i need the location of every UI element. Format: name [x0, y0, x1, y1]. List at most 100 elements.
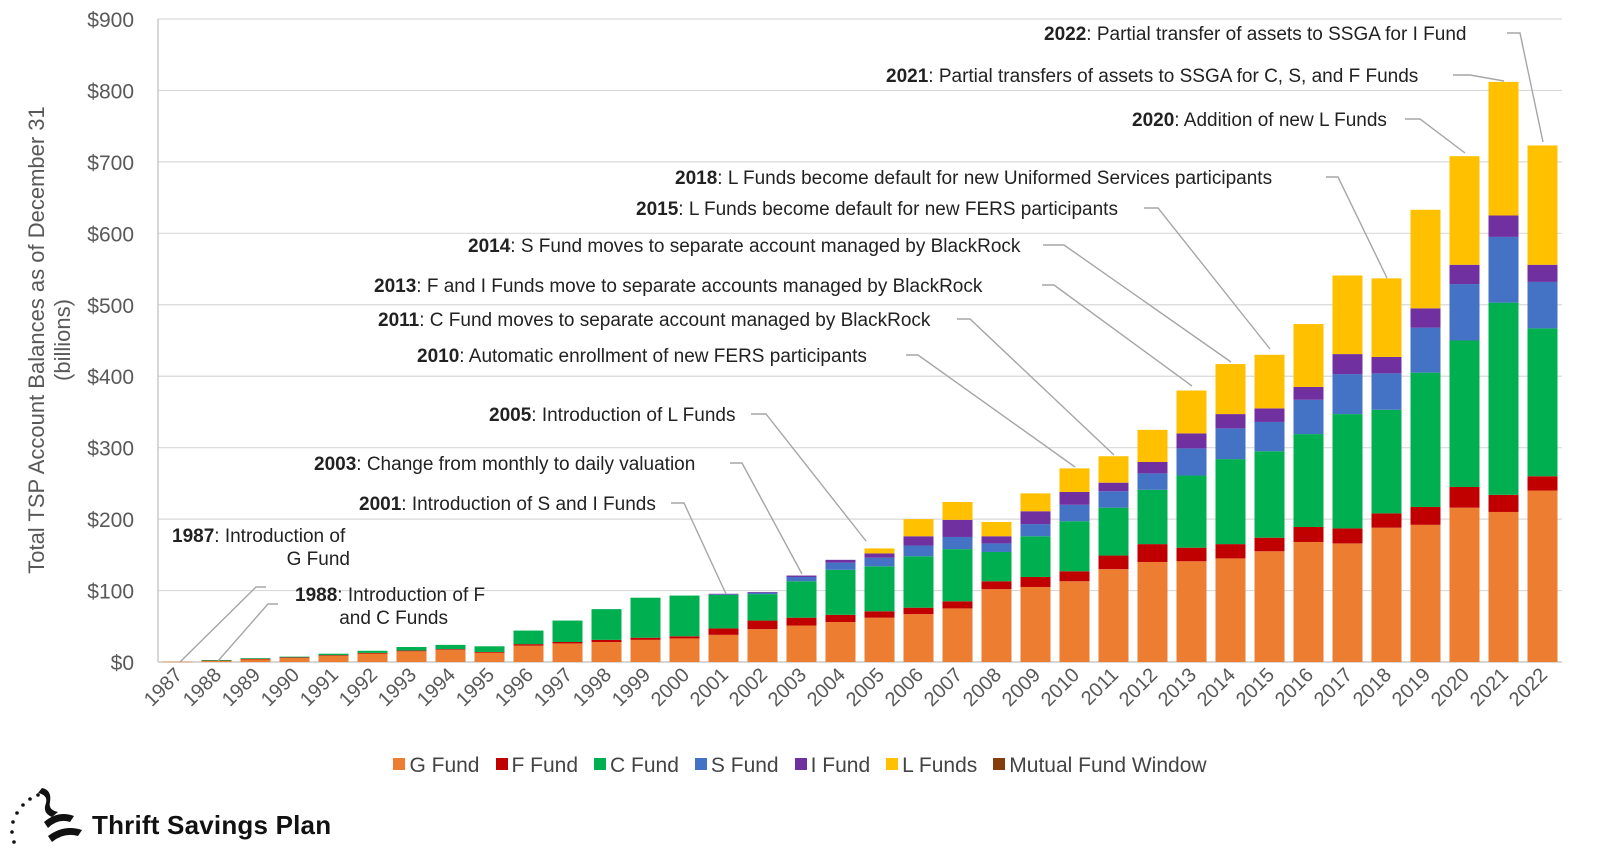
bar-g-fund-2010 — [1059, 581, 1090, 662]
bar-c-fund-1992 — [357, 650, 388, 653]
x-tick-label: 2019 — [1388, 664, 1435, 711]
annotation-leader-2005 — [751, 413, 867, 542]
bar-g-fund-2007 — [942, 608, 973, 662]
bar-f-fund-1994 — [435, 649, 466, 650]
bar-i-fund-2020 — [1449, 264, 1480, 285]
bar-f-fund-2021 — [1488, 494, 1519, 512]
legend-label: I Fund — [810, 754, 871, 777]
bar-i-fund-2006 — [903, 536, 934, 546]
x-tick-label: 2010 — [1037, 664, 1084, 711]
annotation-1988-line2: and C Funds — [339, 608, 448, 629]
x-tick-label: 2000 — [647, 664, 694, 711]
legend-item-f-fund: F Fund — [495, 754, 578, 778]
x-tick-label: 2007 — [920, 664, 967, 711]
bar-l-funds-2006 — [903, 519, 934, 537]
bar-g-fund-1999 — [630, 639, 661, 662]
bar-s-fund-2003 — [786, 576, 817, 582]
bar-i-fund-2017 — [1332, 354, 1363, 375]
legend-label: C Fund — [610, 754, 679, 777]
bar-c-fund-2018 — [1371, 409, 1402, 514]
annotation-2011: 2011: C Fund moves to separate account m… — [378, 310, 931, 331]
annotation-leader-2020 — [1405, 118, 1466, 154]
bar-i-fund-2004 — [825, 559, 856, 563]
bar-s-fund-2011 — [1098, 491, 1129, 508]
logo-text: Thrift Savings Plan — [92, 810, 332, 840]
bar-c-fund-2008 — [981, 551, 1012, 582]
legend-swatch — [393, 758, 406, 771]
bar-s-fund-2021 — [1488, 236, 1519, 303]
bar-g-fund-1996 — [513, 645, 544, 662]
x-tick-label: 1997 — [530, 664, 577, 711]
y-axis-label: Total TSP Account Balances as of Decembe… — [24, 106, 75, 574]
annotation-leader-2022 — [1507, 32, 1544, 143]
x-tick-label: 2009 — [998, 664, 1045, 711]
annotation-leader-2013 — [1042, 284, 1193, 387]
bar-s-fund-2005 — [864, 557, 895, 567]
bar-l-funds-2009 — [1020, 493, 1051, 512]
legend-swatch — [694, 758, 707, 771]
x-tick-label: 2013 — [1154, 664, 1201, 711]
bar-c-fund-1998 — [591, 609, 622, 640]
bar-c-fund-2009 — [1020, 536, 1051, 577]
bar-g-fund-2001 — [708, 634, 739, 662]
x-tick-label: 2002 — [725, 664, 772, 711]
bar-f-fund-2012 — [1137, 544, 1168, 562]
bar-c-fund-2012 — [1137, 489, 1168, 545]
x-tick-label: 1992 — [335, 664, 382, 711]
bar-f-fund-2006 — [903, 607, 934, 615]
legend-item-i-fund: I Fund — [794, 754, 871, 778]
bar-g-fund-2018 — [1371, 527, 1402, 662]
x-tick-label: 1994 — [413, 664, 460, 711]
annotation-2003: 2003: Change from monthly to daily valua… — [314, 454, 695, 475]
bar-c-fund-1991 — [318, 653, 349, 656]
bar-s-fund-2006 — [903, 545, 934, 557]
y-tick-label: $600 — [87, 223, 134, 246]
bar-c-fund-1990 — [279, 656, 310, 658]
annotation-leader-2010 — [906, 354, 1076, 468]
x-tick-label: 2014 — [1193, 664, 1240, 711]
x-tick-label: 1998 — [569, 664, 616, 711]
bar-i-fund-2016 — [1293, 386, 1324, 400]
bar-c-fund-2003 — [786, 581, 817, 618]
legend-label: Mutual Fund Window — [1009, 754, 1207, 777]
bar-g-fund-1990 — [279, 657, 310, 662]
bar-s-fund-2016 — [1293, 399, 1324, 435]
bar-f-fund-2000 — [669, 636, 700, 639]
bar-f-fund-1996 — [513, 644, 544, 646]
bar-l-funds-2013 — [1176, 390, 1207, 434]
y-tick-label: $200 — [87, 509, 134, 532]
x-tick-label: 2021 — [1466, 664, 1513, 711]
legend-label: L Funds — [902, 754, 978, 777]
bar-f-fund-2016 — [1293, 526, 1324, 542]
bar-f-fund-1991 — [318, 655, 349, 656]
bar-s-fund-2010 — [1059, 504, 1090, 522]
legend-item-l-funds: L Funds — [886, 754, 977, 778]
bar-f-fund-1990 — [279, 657, 310, 658]
bar-c-fund-1993 — [396, 646, 427, 651]
bar-l-funds-2012 — [1137, 429, 1168, 462]
bar-g-fund-2000 — [669, 638, 700, 662]
y-axis-ticks: $0 $100 $200 $300 $400 $500 $600 $700 $800 $900 — [87, 9, 134, 675]
y-tick-label: $400 — [87, 366, 134, 389]
bar-i-fund-2007 — [942, 519, 973, 537]
bar-f-fund-2022 — [1527, 476, 1558, 491]
x-tick-label: 1991 — [296, 664, 343, 711]
annotation-1987: 1987: Introduction of — [172, 526, 346, 547]
annotation-2001: 2001: Introduction of S and I Funds — [359, 494, 656, 515]
y-tick-label: $100 — [87, 581, 134, 604]
legend-swatch — [993, 758, 1006, 771]
bar-i-fund-2001 — [708, 593, 739, 595]
bar-c-fund-2016 — [1293, 434, 1324, 527]
bar-g-fund-2006 — [903, 614, 934, 662]
bar-c-fund-2007 — [942, 549, 973, 602]
bar-f-fund-2002 — [747, 620, 778, 630]
y-tick-label: $500 — [87, 295, 134, 318]
bar-i-fund-2019 — [1410, 308, 1441, 328]
x-axis-ticks: 1987198819891990199119921993199419951996… — [140, 664, 1552, 711]
bar-g-fund-2008 — [981, 589, 1012, 662]
bar-c-fund-2014 — [1215, 459, 1246, 545]
bar-f-fund-1993 — [396, 650, 427, 652]
bar-s-fund-2009 — [1020, 524, 1051, 537]
bar-g-fund-1994 — [435, 649, 466, 662]
legend-swatch — [794, 758, 807, 771]
